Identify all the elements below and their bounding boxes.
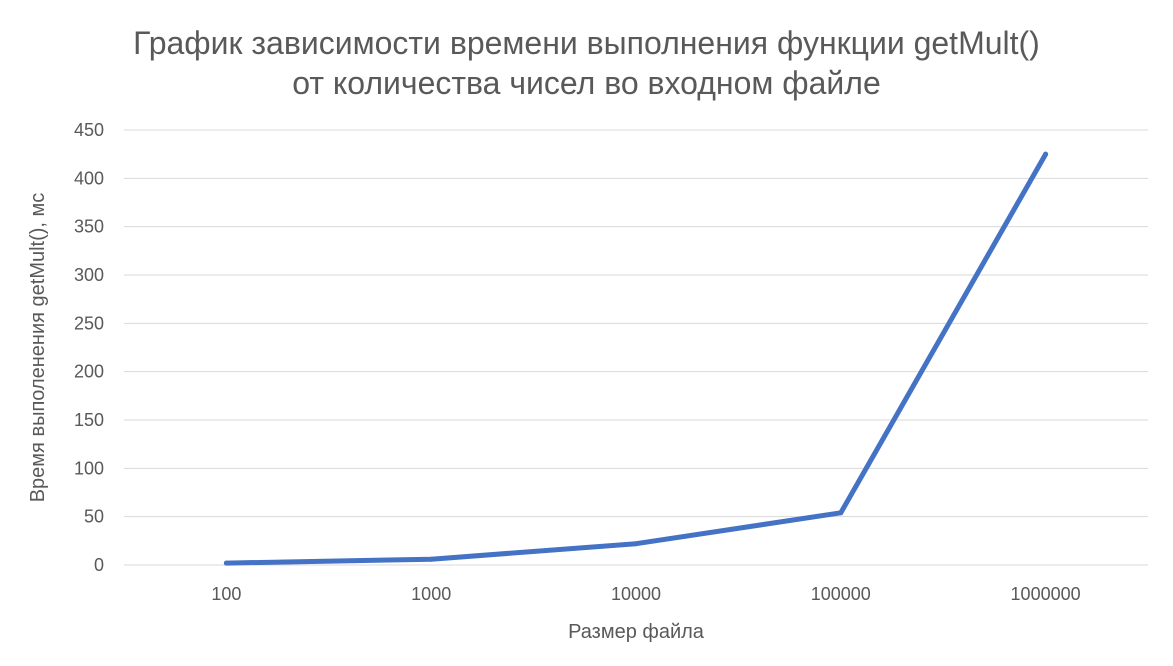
- series-layer: [223, 151, 1049, 566]
- x-tick-label: 1000: [411, 584, 451, 604]
- data-point: [838, 510, 844, 516]
- y-tick-label: 150: [74, 410, 104, 430]
- x-tick-label: 100: [211, 584, 241, 604]
- data-point: [633, 541, 639, 547]
- y-tick-label: 400: [74, 168, 104, 188]
- chart-title-line-1: График зависимости времени выполнения фу…: [133, 25, 1040, 61]
- y-tick-labels: 0 50 100 150 200 250 300 350 400 450: [74, 120, 104, 575]
- x-tick-label: 1000000: [1011, 584, 1081, 604]
- chart-title-line-2: от количества чисел во входном файле: [292, 65, 881, 101]
- y-tick-label: 0: [94, 555, 104, 575]
- y-tick-label: 450: [74, 120, 104, 140]
- data-point: [428, 556, 434, 562]
- gridlines: [124, 129, 1148, 566]
- data-point: [1043, 151, 1049, 157]
- y-tick-label: 300: [74, 265, 104, 285]
- x-tick-labels: 100 1000 10000 100000 1000000: [211, 584, 1080, 604]
- y-axis-title: Время выполенения getMult(), мс: [27, 193, 49, 503]
- series-line-1: [223, 151, 1049, 566]
- y-tick-label: 100: [74, 458, 104, 478]
- y-tick-label: 350: [74, 217, 104, 237]
- y-tick-label: 250: [74, 313, 104, 333]
- x-tick-label: 10000: [611, 584, 661, 604]
- y-tick-label: 200: [74, 362, 104, 382]
- y-tick-label: 50: [84, 507, 104, 527]
- x-axis-title: Размер файла: [568, 621, 705, 643]
- data-point: [223, 560, 229, 566]
- x-tick-label: 100000: [811, 584, 871, 604]
